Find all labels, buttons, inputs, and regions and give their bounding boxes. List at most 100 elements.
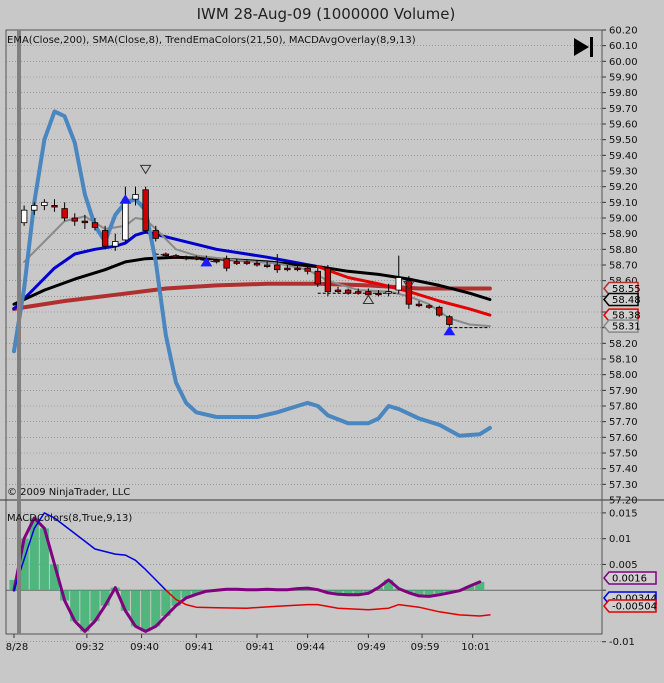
price-tick-label: 59.00: [609, 214, 638, 225]
price-tick-label: 59.90: [609, 73, 638, 84]
price-tick-label: 60.00: [609, 57, 638, 68]
time-tick-label: 09:59: [411, 642, 440, 653]
macd-tag: 0.0016: [603, 571, 657, 585]
time-tick-label: 09:41: [246, 642, 275, 653]
candle: [152, 225, 159, 242]
price-tag-box: [603, 292, 639, 307]
histogram-bar: [384, 579, 394, 591]
candle: [294, 265, 301, 272]
macd-indicator-label: MACDColors(8,True,9,13): [7, 513, 132, 524]
histogram-bar: [130, 590, 141, 627]
candle-body: [253, 263, 261, 266]
candle: [314, 268, 321, 287]
candle-body: [61, 208, 68, 219]
candle-body: [314, 270, 321, 285]
candle-body: [395, 277, 402, 291]
candle: [436, 305, 443, 317]
price-tick-label: 59.30: [609, 167, 638, 178]
candle-body: [425, 305, 433, 308]
candle: [243, 260, 251, 265]
candle-body: [436, 306, 443, 316]
macd-tick-label: 0.015: [609, 508, 638, 519]
signal-marker: [139, 164, 152, 175]
candle: [31, 202, 38, 215]
candle-body: [233, 261, 240, 264]
candle: [101, 225, 109, 250]
candle: [425, 304, 433, 309]
candle-body: [31, 205, 38, 211]
histogram-bar: [171, 590, 181, 606]
histogram-bar: [80, 590, 90, 632]
candlesticks: [20, 186, 490, 329]
candle-body: [71, 217, 78, 222]
candle-body: [334, 289, 342, 293]
macd-tags: 0.0016 -0.00344-0.00504: [603, 571, 657, 613]
candle: [274, 254, 281, 273]
macd-tag-label: -0.00504: [612, 602, 657, 613]
histogram-bar: [475, 581, 485, 591]
candle-body: [294, 267, 301, 271]
candle: [81, 214, 89, 229]
macd-tag-label: -0.00344: [612, 594, 657, 605]
price-tick-label: 58.60: [609, 276, 638, 287]
macd-tag-box: [603, 599, 657, 613]
candle: [334, 286, 342, 294]
histogram-bar: [434, 590, 444, 595]
candle-body: [41, 201, 48, 206]
macd-tick-label: 0.01: [609, 534, 631, 545]
candle: [71, 213, 78, 226]
price-tick-label: 59.10: [609, 198, 638, 209]
candle-body: [405, 280, 413, 305]
price-tick-label: 59.40: [609, 151, 638, 162]
price-tick-label: 58.70: [609, 261, 638, 272]
macd-tag-label: 0.0016: [612, 574, 647, 585]
histogram-bar: [414, 590, 424, 596]
candle-body: [20, 209, 28, 224]
macd-axis: 0.015 0.01 0.005 -0.01: [602, 508, 638, 648]
price-tick-label: 60.20: [609, 26, 638, 37]
price-tick-label: 60.10: [609, 41, 638, 52]
copyright-label: © 2009 NinjaTrader, LLC: [7, 487, 130, 498]
signal-marker: [443, 325, 456, 336]
macd-tag-box: [603, 571, 657, 585]
histogram-bar: [70, 590, 80, 622]
series-trend_ema50: [12, 230, 320, 311]
macd-lines: [12, 512, 491, 633]
candle-body: [193, 256, 200, 260]
macd-tick-label: 0.005: [609, 560, 638, 571]
candle: [415, 301, 423, 308]
series-avg_line: [13, 512, 167, 591]
candle: [395, 255, 402, 294]
price-tick-label: 58.90: [609, 229, 638, 240]
histogram-bar: [141, 590, 151, 632]
candle: [142, 186, 149, 234]
candle-body: [263, 264, 271, 267]
price-tick-label: 57.30: [609, 480, 638, 491]
candle-body: [142, 189, 149, 231]
time-tick-label: 8/28: [6, 642, 28, 653]
candle: [263, 261, 271, 269]
price-tick-label: 58.10: [609, 355, 638, 366]
candle-body: [112, 241, 119, 247]
signal-marker: [200, 256, 213, 267]
signal-markers: [119, 164, 456, 336]
histogram-bar: [90, 590, 100, 622]
candle: [112, 233, 119, 251]
indicators-label: EMA(Close,200), SMA(Close,8), TrendEmaCo…: [7, 35, 416, 46]
signal-marker: [402, 280, 415, 291]
time-tick-label: 09:32: [75, 642, 104, 653]
price-tag: 58.31: [603, 319, 641, 333]
price-tag-box: [603, 319, 639, 333]
candle-body: [223, 258, 230, 269]
candle: [91, 218, 99, 231]
series-avg_line_down: [165, 589, 491, 617]
go-to-end-icon[interactable]: [574, 37, 593, 57]
histogram-bar: [343, 590, 353, 595]
candle: [132, 186, 139, 206]
candle: [304, 265, 311, 275]
candle-body: [284, 267, 291, 271]
price-tag-label: 58.48: [612, 295, 641, 306]
candle-body: [81, 220, 89, 224]
candle-body: [152, 230, 159, 239]
